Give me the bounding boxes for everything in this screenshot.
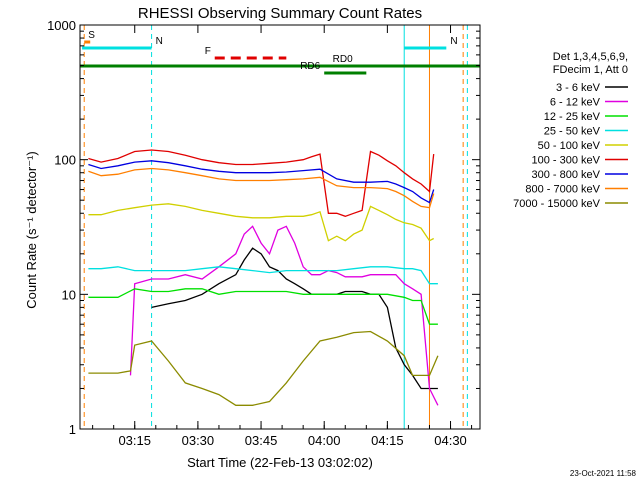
x-tick-label: 04:30 (434, 433, 467, 448)
series-line-2 (88, 288, 438, 325)
flag-label-s: S (88, 30, 95, 41)
series-line-5 (88, 149, 435, 217)
series-line-8 (88, 330, 439, 406)
y-tick-label: 100 (54, 153, 76, 168)
legend-entry-label: 3 - 6 keV (556, 82, 601, 94)
legend-entry-label: 300 - 800 keV (532, 169, 601, 181)
flag-label-n: N (156, 36, 163, 47)
series-line-3 (88, 266, 438, 285)
y-tick-label: 1 (69, 422, 76, 437)
legend-entry-label: 100 - 300 keV (532, 155, 601, 167)
legend-entry-label: 7000 - 15000 keV (513, 198, 601, 210)
x-tick-label: 03:15 (118, 433, 151, 448)
plot-frame (79, 24, 481, 430)
series-line-6 (88, 160, 435, 204)
series-line-4 (88, 203, 435, 242)
legend-header-line: Det 1,3,4,5,6,9, (553, 51, 628, 63)
x-tick-label: 03:30 (182, 433, 215, 448)
legend-entry-label: 800 - 7000 keV (525, 184, 600, 196)
legend-header-line: FDecim 1, Att 0 (553, 64, 628, 76)
y-tick-label: 10 (62, 287, 76, 302)
chart-title: RHESSI Observing Summary Count Rates (138, 5, 422, 22)
x-tick-label: 04:15 (371, 433, 404, 448)
series-line-1 (129, 225, 439, 406)
y-axis-label: Count Rate (s⁻¹ detector⁻¹) (24, 151, 39, 309)
x-tick-label: 04:00 (308, 433, 341, 448)
legend-entry-label: 6 - 12 keV (550, 97, 601, 109)
series-line-7 (88, 167, 435, 209)
flag-label-rd6: RD6 (300, 61, 320, 72)
x-axis-label: Start Time (22-Feb-13 03:02:02) (187, 455, 373, 470)
flag-label-n: N (450, 36, 457, 47)
flag-label-rd0: RD0 (333, 54, 353, 65)
legend-entry-label: 12 - 25 keV (544, 111, 601, 123)
x-tick-label: 03:45 (245, 433, 278, 448)
legend-entry-label: 50 - 100 keV (538, 140, 601, 152)
legend-entry-label: 25 - 50 keV (544, 126, 601, 138)
y-tick-label: 1000 (47, 18, 76, 33)
footer-timestamp: 23-Oct-2021 11:58 (570, 469, 637, 478)
flag-label-f: F (205, 46, 211, 57)
